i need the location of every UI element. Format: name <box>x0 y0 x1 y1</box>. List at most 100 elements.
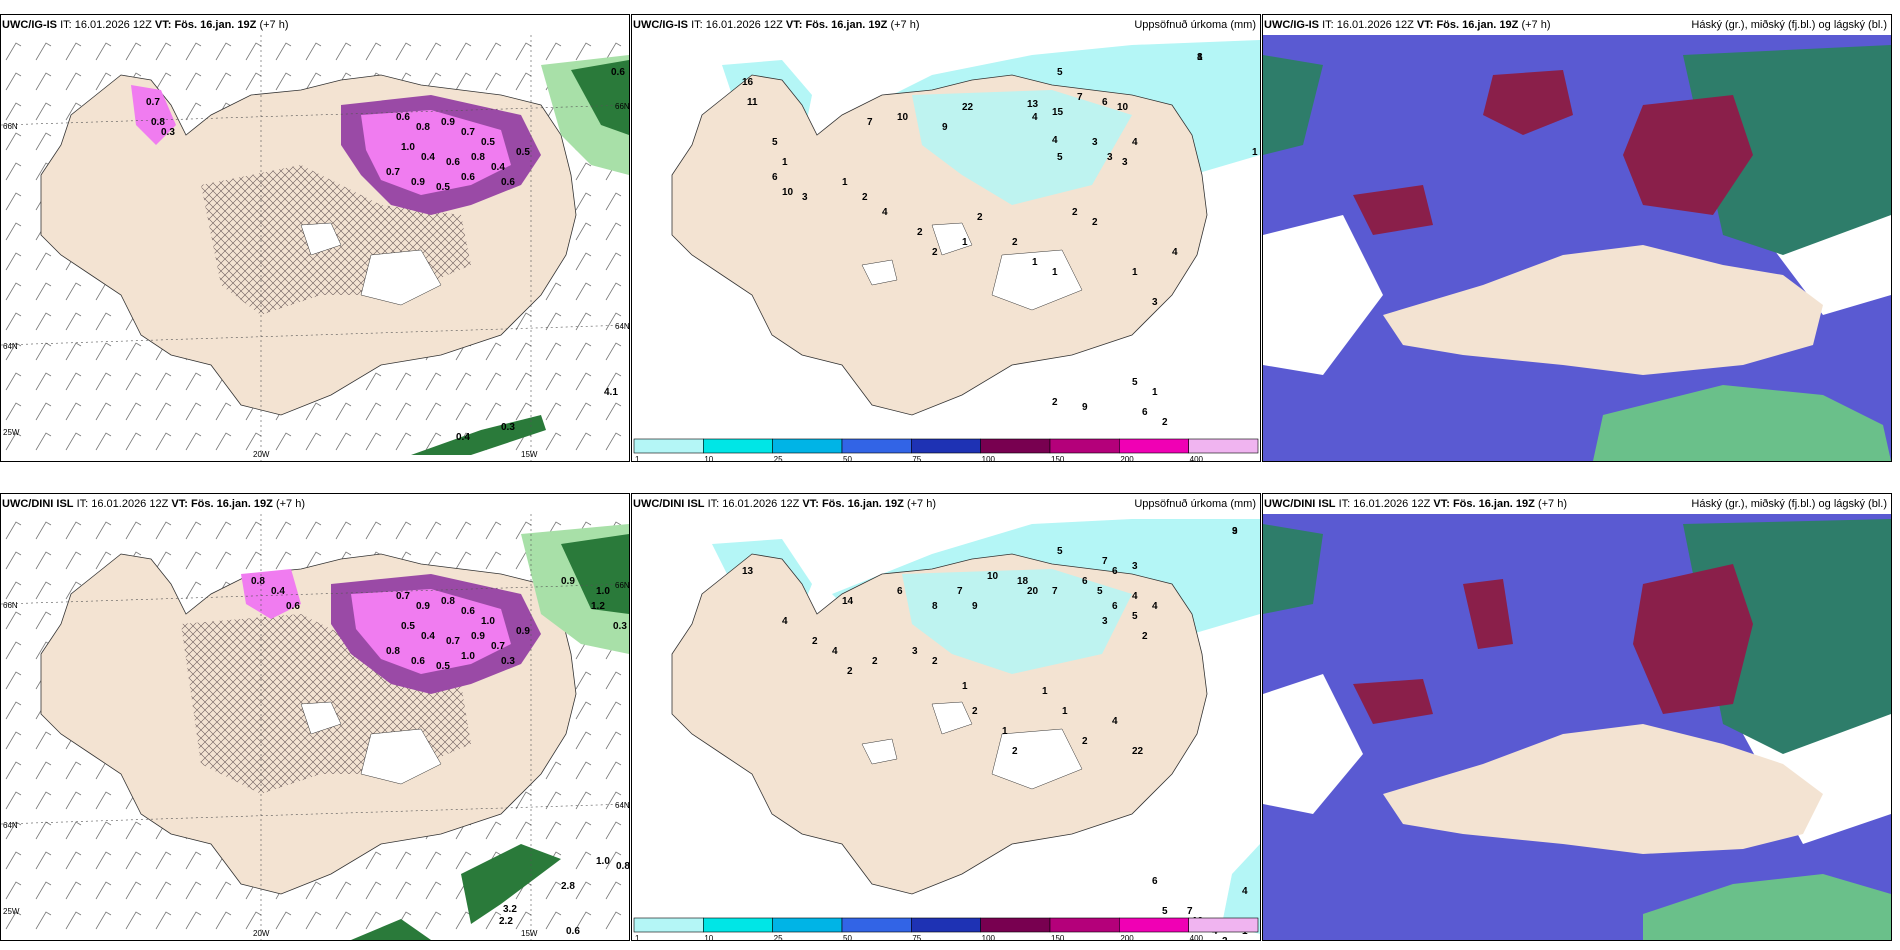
value-label: 0.6 <box>446 157 460 168</box>
lead-time: (+7 h) <box>275 498 305 510</box>
vt-value: Fös. 16.jan. 19Z <box>805 19 888 31</box>
value-label: 7 <box>867 117 873 128</box>
value-label: 2 <box>932 656 938 667</box>
red-area <box>1623 95 1753 215</box>
value-label: 0.6 <box>396 112 410 123</box>
value-label: 6 <box>1142 407 1148 418</box>
value-label: 1 <box>1197 52 1203 63</box>
panel-header: UWC/DINI ISL IT: 16.01.2026 12Z VT: Fös.… <box>633 496 1256 512</box>
value-label: 7 <box>1187 906 1193 917</box>
value-label: 1 <box>1052 267 1058 278</box>
value-label: 3 <box>1132 561 1138 572</box>
colorbar: 1 10 25 50 75 100 150 200 400 <box>633 438 1259 461</box>
value-label: 4 <box>832 646 838 657</box>
panel-ig-cloud: UWC/IG-IS IT: 16.01.2026 12Z VT: Fös. 16… <box>1262 14 1892 462</box>
lon-label: 15W <box>521 450 538 459</box>
it-label: IT: <box>691 19 703 31</box>
lat-label: 64N <box>615 322 629 331</box>
colorbar-tick: 400 <box>1190 455 1204 461</box>
panel-header: UWC/DINI ISL IT: 16.01.2026 12Z VT: Fös.… <box>2 496 625 512</box>
value-label: 4 <box>1132 137 1138 148</box>
glacier-patch <box>300 222 342 256</box>
value-label: 10 <box>782 187 794 198</box>
value-label: 3.2 <box>503 904 517 915</box>
model-name: UWC/IG-IS <box>2 19 57 31</box>
map-title: Háský (gr.), miðský (fj.bl.) og lágský (… <box>1691 19 1887 31</box>
colorbar-tick: 75 <box>912 934 921 940</box>
wind-snow-map: 20W 15W 66N 66N 64N 64N 25W 0.7 0.9 0.8 0.6… <box>1 514 629 940</box>
value-label: 0.9 <box>561 576 575 587</box>
value-label: 2 <box>932 247 938 258</box>
vt-value: Fös. 16.jan. 19Z <box>1452 498 1535 510</box>
colorbar-tick: 100 <box>982 455 996 461</box>
colorbar-segment <box>1049 438 1120 454</box>
it-value: 16.01.2026 12Z <box>705 19 783 31</box>
value-label: 0.9 <box>441 117 455 128</box>
iceland-land <box>1383 724 1823 854</box>
value-label: 0.8 <box>416 122 430 133</box>
value-label: 2 <box>1052 397 1058 408</box>
colorbar-segment <box>633 438 704 454</box>
cloud-map <box>1263 35 1891 461</box>
vt-value: Fös. 16.jan. 19Z <box>821 498 904 510</box>
model-name: UWC/IG-IS <box>1264 19 1319 31</box>
vt-label: VT: <box>154 19 172 31</box>
value-label: 0.6 <box>461 172 475 183</box>
value-label: 2 <box>1012 237 1018 248</box>
value-label: 13 <box>1027 99 1039 110</box>
colorbar-tick: 150 <box>1051 455 1065 461</box>
glacier-patch <box>931 701 973 735</box>
it-value: 16.01.2026 12Z <box>91 498 169 510</box>
value-label: 1 <box>1132 267 1138 278</box>
value-label: 1.0 <box>461 651 475 662</box>
value-label: 5 <box>1132 377 1138 388</box>
red-area <box>1353 679 1433 724</box>
value-label: 16 <box>742 77 754 88</box>
snow-band-pink <box>131 85 176 145</box>
snow-band-pink <box>361 110 511 195</box>
colorbar-tick: 200 <box>1120 934 1134 940</box>
green-area <box>461 844 561 924</box>
glacier-patch <box>991 249 1083 311</box>
value-label: 2 <box>1222 936 1228 940</box>
value-label: 10 <box>1117 102 1129 113</box>
colorbar-segment <box>841 438 912 454</box>
lat-label: 64N <box>3 342 18 351</box>
lead-time: (+7 h) <box>1537 498 1567 510</box>
cloud-gap <box>1263 215 1383 375</box>
colorbar-segment <box>911 917 981 933</box>
value-label: 0.9 <box>516 626 530 637</box>
value-label: 7 <box>957 586 963 597</box>
value-label: 14 <box>842 596 854 607</box>
precip-shade <box>1222 844 1260 934</box>
colorbar-tick: 10 <box>704 934 713 940</box>
it-value: 16.01.2026 12Z <box>1353 498 1431 510</box>
value-label: 0.6 <box>286 601 300 612</box>
vt-label: VT: <box>171 498 188 510</box>
colorbar-tick: 100 <box>982 934 996 940</box>
green-area <box>1593 385 1891 461</box>
value-label: 10 <box>897 112 909 123</box>
green-area <box>571 60 629 135</box>
panel-dini-precip: UWC/DINI ISL IT: 16.01.2026 12Z VT: Fös.… <box>631 493 1261 941</box>
lead-time: (+7 h) <box>890 19 920 31</box>
glacier-patch <box>991 728 1083 790</box>
glacier-patch <box>861 738 898 765</box>
panel-header: UWC/IG-IS IT: 16.01.2026 12Z VT: Fös. 16… <box>2 17 625 33</box>
value-label: 0.7 <box>396 591 410 602</box>
value-label: 1.2 <box>591 601 605 612</box>
value-label: 2.8 <box>561 881 575 892</box>
snow-band-pink <box>351 589 511 674</box>
vt-label: VT: <box>785 19 803 31</box>
lon-label: 20W <box>253 929 270 938</box>
value-label: 4 <box>1032 112 1038 123</box>
teal-area <box>1683 45 1891 255</box>
value-label: 2 <box>812 636 818 647</box>
panel-header: UWC/DINI ISL IT: 16.01.2026 12Z VT: Fös.… <box>1264 496 1887 512</box>
value-label: 3 <box>912 646 918 657</box>
lat-label: 64N <box>615 801 629 810</box>
value-label: 9 <box>942 122 948 133</box>
value-label: 20 <box>1027 586 1039 597</box>
value-label: 0.7 <box>461 127 475 138</box>
value-label: 6 <box>1152 876 1158 887</box>
